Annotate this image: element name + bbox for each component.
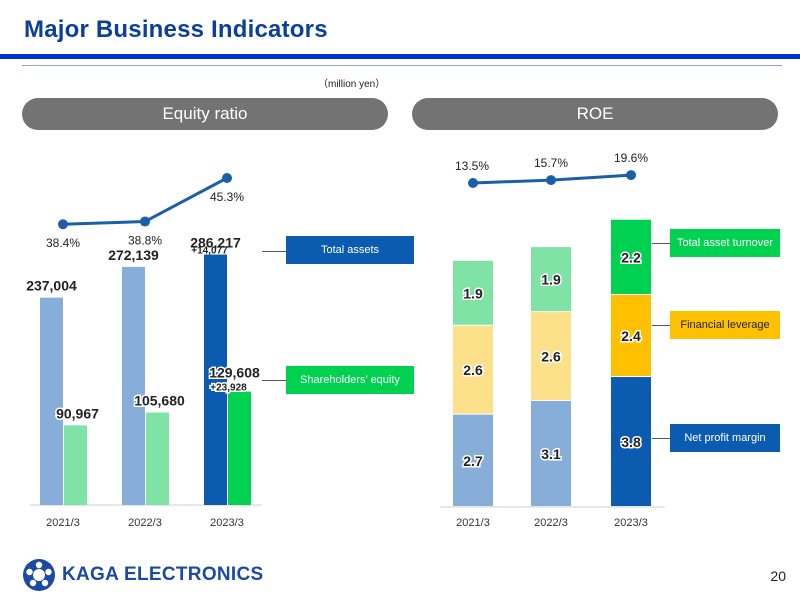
legend-total-asset-turnover: Total asset turnover [670, 229, 780, 257]
bar-total-assets [122, 266, 145, 505]
legend-financial-leverage: Financial leverage [670, 311, 780, 339]
point-roe [626, 170, 636, 181]
value-label-net-profit-margin: 3.8 [621, 434, 641, 450]
value-label-shareholders-equity: 105,680 [134, 393, 185, 409]
bar-segment-financial-leverage [611, 294, 651, 377]
bar-shareholders-equity [64, 425, 87, 505]
bar-segment-total-asset-turnover [611, 219, 651, 294]
value-label-total-assets: 272,139 [108, 247, 159, 263]
company-logo: KAGA ELECTRONICS [22, 558, 264, 592]
value-label-net-profit-margin: 2.7 [463, 453, 483, 469]
point-roe [468, 178, 478, 188]
title-subrule [22, 65, 782, 66]
value-label-equity-ratio: 45.3% [210, 190, 244, 204]
page-number: 20 [770, 568, 786, 584]
legend-shareholders-equity: Shareholders’ equity [286, 366, 414, 394]
change-label-total-assets: +14,077 [191, 246, 228, 257]
legend-total-assets: Total assets [286, 236, 414, 264]
legend-assets-connector [262, 251, 286, 252]
company-name: KAGA ELECTRONICS [62, 564, 264, 585]
legend-equity-connector [262, 380, 286, 381]
bar-segment-financial-leverage [453, 325, 493, 414]
x-tick-label: 2021/3 [456, 517, 490, 529]
value-label-roe: 13.5% [455, 159, 489, 173]
roe-chart: 2.7 2.6 1.9 2021/3 3.1 2.6 1.9 2022/3 3.8 2.4 2.2 2… [440, 151, 665, 529]
bar-shareholders-equity [228, 391, 251, 505]
kaga-logo-icon [23, 559, 55, 591]
value-label-total-assets: 286,217 [190, 235, 241, 251]
value-label-roe: 19.6% [614, 151, 648, 165]
equity-ratio-header: Equity ratio [22, 98, 388, 130]
change-label-shareholders-equity: +23,928 [210, 383, 247, 394]
legend-leverage-connector [652, 325, 670, 326]
point-equity-ratio [140, 216, 150, 227]
bar-segment-total-asset-turnover [531, 247, 571, 312]
value-label-financial-leverage: 2.6 [463, 362, 483, 378]
bar-shareholders-equity [146, 412, 169, 505]
bar-segment-net-profit-margin [453, 414, 493, 506]
equity-ratio-chart: 237,004 90,967 2021/3 272,139 105,680 2022/3 2… [26, 173, 262, 529]
roe-header: ROE [412, 98, 778, 130]
value-label-shareholders-equity: 129,608 [209, 365, 260, 381]
point-equity-ratio [58, 219, 68, 230]
x-tick-label: 2023/3 [614, 517, 648, 529]
value-label-total-assets: 237,004 [26, 278, 77, 294]
value-label-roe: 15.7% [534, 156, 568, 170]
legend-net-profit-margin: Net profit margin [670, 424, 780, 452]
bar-total-assets [40, 297, 63, 505]
bar-segment-net-profit-margin [611, 377, 651, 506]
value-label-total-asset-turnover: 1.9 [541, 272, 561, 288]
title-rule [0, 54, 800, 59]
x-tick-label: 2021/3 [46, 517, 80, 529]
x-tick-label: 2023/3 [210, 517, 244, 529]
page-title: Major Business Indicators [24, 16, 328, 43]
value-label-financial-leverage: 2.4 [621, 328, 641, 344]
value-label-shareholders-equity: 90,967 [56, 405, 99, 421]
value-label-financial-leverage: 2.6 [541, 349, 561, 365]
value-label-total-asset-turnover: 2.2 [621, 249, 641, 265]
legend-turnover-connector [652, 243, 670, 244]
value-label-equity-ratio: 38.8% [128, 234, 162, 248]
legend-margin-connector [652, 438, 670, 439]
x-tick-label: 2022/3 [534, 517, 568, 529]
bar-total-assets [204, 254, 227, 505]
bar-segment-financial-leverage [531, 312, 571, 400]
value-label-total-asset-turnover: 1.9 [463, 285, 483, 301]
bar-segment-net-profit-margin [531, 400, 571, 506]
value-label-equity-ratio: 38.4% [46, 236, 80, 250]
x-tick-label: 2022/3 [128, 517, 162, 529]
bar-segment-total-asset-turnover [453, 260, 493, 325]
value-label-net-profit-margin: 3.1 [541, 446, 561, 462]
unit-label: （million yen） [318, 79, 386, 90]
point-equity-ratio [222, 173, 232, 183]
point-roe [546, 175, 556, 186]
